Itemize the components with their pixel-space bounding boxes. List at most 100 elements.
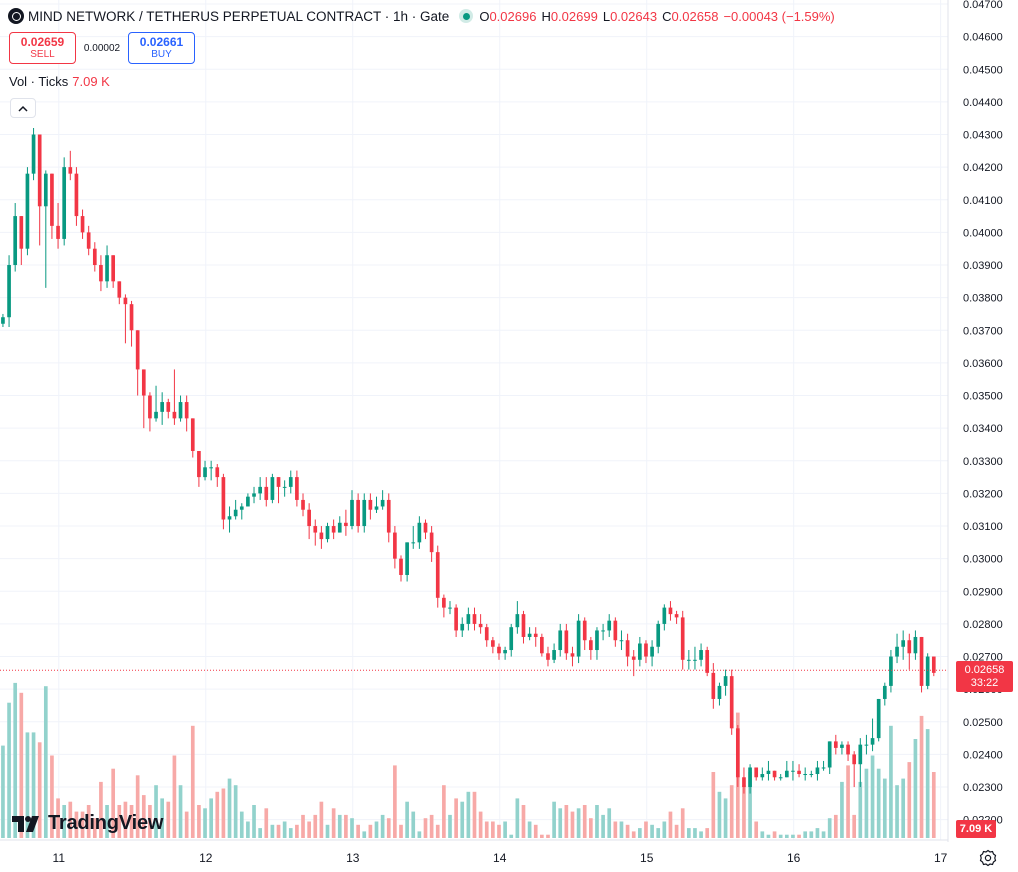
price-tick-label: 0.04000: [963, 227, 1003, 239]
volume-bar: [19, 692, 24, 838]
volume-bar: [276, 824, 281, 838]
volume-bar: [803, 831, 808, 838]
time-axis[interactable]: 11 12 13 14 15 16 17: [0, 839, 948, 865]
candle-up: [693, 659, 697, 661]
volume-legend[interactable]: Vol · Ticks 7.09 K: [9, 74, 110, 89]
candle-down: [491, 640, 495, 647]
candle-up: [503, 650, 507, 654]
candle-up: [178, 402, 183, 419]
candle-up: [913, 636, 918, 654]
sell-button[interactable]: 0.02659 SELL: [9, 32, 76, 64]
candle-up: [515, 614, 520, 628]
candle-down: [472, 614, 477, 624]
candle-up: [380, 499, 385, 507]
volume-bar: [135, 775, 140, 838]
price-tick-label: 0.03200: [963, 488, 1003, 500]
volume-bar: [86, 805, 91, 838]
candle-up: [656, 623, 661, 647]
volume-bar: [650, 824, 654, 838]
volume-bar: [1, 745, 5, 838]
price-tick-label: 0.02300: [963, 782, 1003, 794]
volume-bar: [797, 834, 801, 838]
volume-bar: [258, 828, 262, 838]
candle-down: [644, 643, 648, 657]
candle-down: [19, 216, 24, 249]
volume-bar: [448, 814, 452, 838]
candle-up: [778, 777, 783, 779]
time-tick-label: 11: [53, 851, 66, 865]
candle-up: [25, 173, 30, 249]
volume-bar: [246, 821, 250, 838]
volume-bar: [515, 798, 520, 838]
candle-up: [723, 676, 728, 686]
candle-down: [74, 173, 79, 217]
volume-bar: [913, 739, 918, 838]
volume-bar: [662, 821, 667, 838]
candle-up: [889, 656, 893, 686]
volume-bar: [288, 828, 293, 838]
candle-down: [123, 297, 128, 305]
ohlc-key-c: C: [662, 8, 672, 24]
symbol-title[interactable]: MIND NETWORK / TETHERUS PERPETUAL CONTRA…: [28, 8, 450, 24]
candle-up: [374, 506, 379, 510]
candle-down: [99, 265, 103, 282]
candle-down: [307, 509, 311, 527]
time-tick-label: 12: [199, 851, 213, 865]
candle-down: [797, 770, 801, 775]
price-axis[interactable]: 0.022000.023000.024000.025000.026000.027…: [947, 0, 1003, 842]
candle-down: [301, 499, 305, 510]
volume-bar: [215, 791, 220, 838]
candle-down: [276, 477, 281, 487]
candle-up: [766, 770, 771, 775]
volume-bar: [570, 811, 575, 838]
candle-down: [564, 630, 569, 654]
candle-up: [154, 411, 158, 419]
candle-down: [215, 467, 220, 478]
candle-down: [625, 640, 630, 657]
candle-down: [344, 522, 348, 527]
candle-up: [815, 767, 820, 775]
price-tick-label: 0.04400: [963, 97, 1003, 109]
buy-button[interactable]: 0.02661 BUY: [128, 32, 195, 64]
volume-bar: [625, 824, 630, 838]
candle-up: [460, 623, 465, 631]
current-price-label: 0.02658 33:22: [956, 661, 1013, 693]
price-tick-label: 0.04200: [963, 162, 1003, 174]
candle-down: [37, 134, 42, 207]
gear-icon[interactable]: [979, 849, 997, 867]
candle-up: [601, 630, 605, 632]
volume-bar: [239, 811, 244, 838]
volume-bar: [13, 682, 18, 838]
volume-bar: [686, 828, 691, 838]
volume-bar: [221, 788, 226, 838]
volume-bar: [154, 785, 158, 838]
candle-up: [1, 317, 5, 324]
volume-bar: [870, 755, 875, 838]
price-tick-label: 0.03300: [963, 456, 1003, 468]
volume-bar: [442, 785, 446, 838]
candle-up: [864, 744, 869, 746]
volume-bar: [166, 801, 171, 838]
candle-down: [221, 477, 226, 520]
tradingview-logo[interactable]: TradingView: [12, 812, 163, 835]
volume-bar: [411, 811, 416, 838]
candle-down: [907, 640, 912, 654]
time-tick-label: 14: [493, 851, 507, 865]
candle-down: [613, 620, 618, 641]
candle-up: [509, 627, 514, 651]
ohlc-key-l: L: [602, 8, 611, 24]
volume-bar: [99, 781, 103, 838]
tradingview-icon: [12, 815, 39, 832]
volume-bar: [564, 805, 569, 838]
candle-up: [209, 467, 213, 469]
volume-bar: [607, 808, 612, 838]
volume-bar: [380, 814, 385, 838]
candle-up: [552, 650, 556, 660]
collapse-legend-button[interactable]: [10, 98, 36, 118]
candle-down: [190, 418, 195, 451]
volume-bar: [43, 686, 48, 838]
price-tick-label: 0.04700: [963, 0, 1003, 11]
candle-down: [680, 617, 685, 660]
volume-bar: [80, 811, 85, 838]
